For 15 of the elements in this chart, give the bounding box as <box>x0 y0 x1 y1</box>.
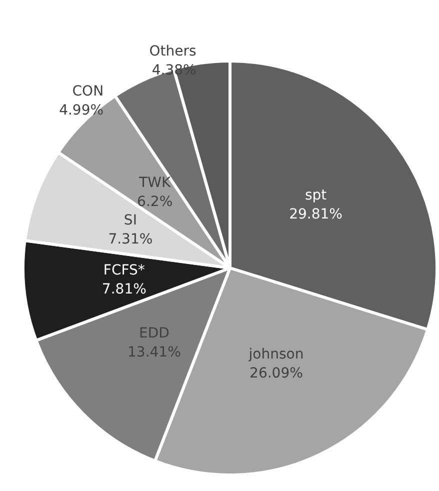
data-label: 29.81% <box>289 206 342 222</box>
data-label: 4.99% <box>59 102 104 118</box>
data-label: 7.31% <box>108 232 153 248</box>
data-label: 26.09% <box>250 365 303 382</box>
slice-label: Others <box>149 43 196 60</box>
data-label: 13.41% <box>128 344 181 360</box>
slice-label: TWK <box>138 175 172 192</box>
data-label: 6.2% <box>137 194 173 210</box>
slice-label: FCFS* <box>103 262 145 278</box>
slice-label: EDD <box>138 325 170 342</box>
slice-label: SI <box>124 212 137 229</box>
data-label: 7.81% <box>102 281 146 298</box>
slice-label: spt <box>304 187 328 204</box>
slice-label: CON <box>72 83 104 100</box>
slice-label: johnson <box>248 346 304 362</box>
